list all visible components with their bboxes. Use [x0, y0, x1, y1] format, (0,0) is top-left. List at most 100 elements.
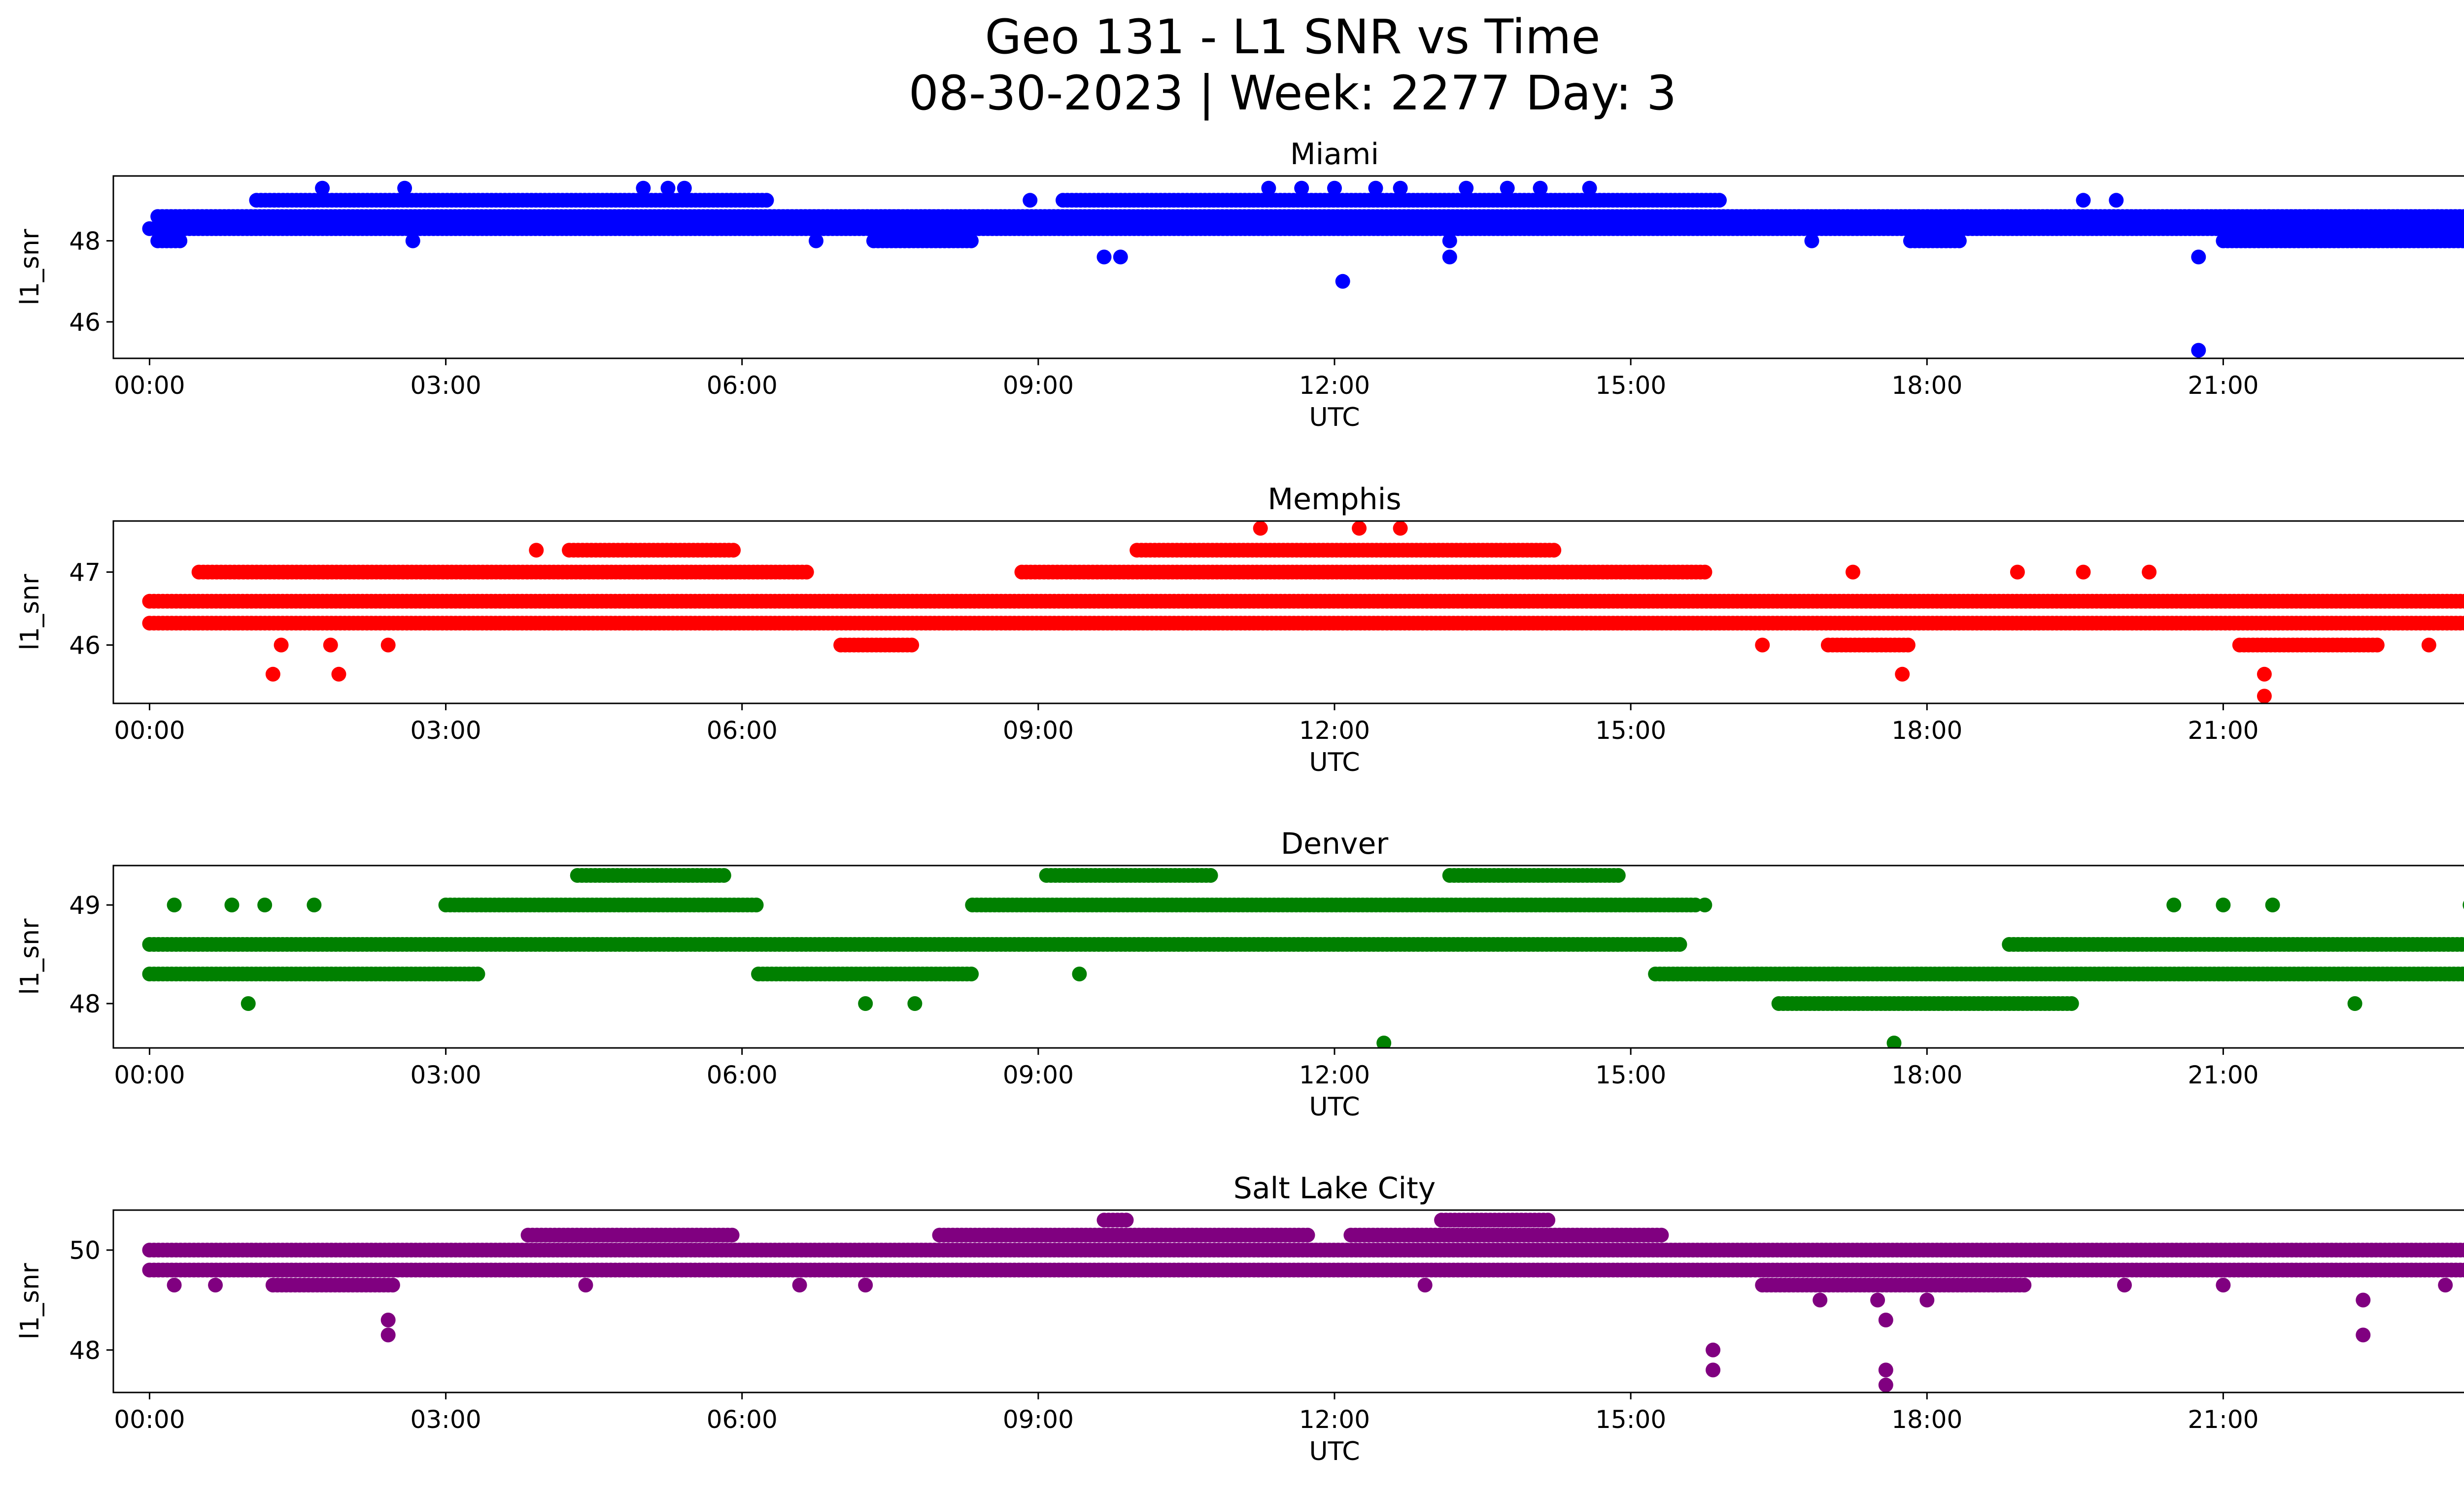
- data-point: [2459, 937, 2464, 952]
- data-point: [240, 996, 256, 1011]
- y-tick-label: 49: [69, 891, 101, 920]
- data-point: [1368, 180, 1383, 196]
- data-point: [2462, 596, 2464, 607]
- x-tick-label: 18:00: [1891, 716, 1962, 745]
- data-point: [2076, 193, 2091, 208]
- data-point: [660, 180, 676, 196]
- x-tick-label: 18:00: [1891, 371, 1962, 400]
- data-point: [1697, 564, 1712, 580]
- data-point: [904, 637, 920, 653]
- panel-title-denver: Denver: [1281, 827, 1389, 861]
- data-point: [1546, 543, 1562, 558]
- x-tick-label: 18:00: [1891, 1061, 1962, 1089]
- data-point: [963, 233, 979, 248]
- data-point: [1261, 180, 1276, 196]
- data-point: [964, 967, 979, 981]
- data-point: [323, 637, 338, 653]
- data-point: [315, 180, 330, 196]
- data-point: [224, 898, 240, 912]
- data-point: [380, 637, 396, 653]
- x-tick-label: 06:00: [707, 371, 778, 400]
- data-point: [2265, 898, 2280, 912]
- panel-title-memphis: Memphis: [1267, 482, 1401, 517]
- data-points-denver: [142, 868, 2464, 1048]
- x-tick-label: 12:00: [1299, 1061, 1370, 1089]
- data-point: [2257, 689, 2272, 703]
- data-point: [2257, 666, 2272, 682]
- data-point: [1500, 180, 1515, 196]
- data-point: [858, 996, 873, 1011]
- data-point: [1951, 233, 1967, 248]
- data-point: [1442, 233, 1457, 248]
- data-point: [2461, 210, 2464, 223]
- data-point: [1327, 180, 1342, 196]
- x-tick-label: 03:00: [411, 1061, 481, 1089]
- y-axis-label: l1_snr: [15, 918, 45, 995]
- y-tick-label: 48: [69, 990, 101, 1018]
- data-point: [2460, 234, 2464, 248]
- x-tick-label: 15:00: [1595, 716, 1666, 745]
- data-point: [726, 543, 741, 558]
- data-point: [759, 193, 774, 208]
- data-point: [331, 666, 346, 682]
- data-point: [1900, 637, 1916, 653]
- x-tick-label: 00:00: [114, 1061, 185, 1089]
- data-point: [2462, 618, 2464, 628]
- data-point: [1533, 180, 1548, 196]
- data-point: [2347, 996, 2362, 1011]
- data-point: [1610, 868, 1626, 883]
- data-point: [2457, 616, 2464, 631]
- data-point: [1886, 1036, 1902, 1048]
- data-point: [307, 898, 322, 912]
- x-tick-label: 06:00: [707, 716, 778, 745]
- x-tick-label: 09:00: [1003, 371, 1074, 400]
- data-point: [1096, 249, 1112, 265]
- x-tick-label: 21:00: [2188, 716, 2259, 745]
- data-point: [2166, 898, 2182, 912]
- data-point: [1697, 898, 1712, 912]
- data-point: [1582, 180, 1597, 196]
- data-point: [1393, 180, 1408, 196]
- y-tick-label: 48: [69, 227, 101, 256]
- y-axis-label: l1_snr: [15, 574, 45, 651]
- data-point: [1672, 937, 1687, 952]
- data-point: [257, 898, 273, 912]
- data-point: [172, 233, 188, 248]
- data-point: [397, 180, 412, 196]
- data-point: [2457, 593, 2464, 609]
- data-point: [265, 666, 280, 682]
- data-point: [2191, 343, 2206, 358]
- x-tick-label: 03:00: [411, 716, 481, 745]
- data-point: [2460, 967, 2464, 981]
- data-point: [1459, 180, 1474, 196]
- x-tick-label: 03:00: [411, 371, 481, 400]
- data-point: [2076, 564, 2091, 580]
- data-point: [1335, 274, 1350, 289]
- x-axis-label: UTC: [1309, 1092, 1360, 1122]
- x-tick-label: 15:00: [1595, 371, 1666, 400]
- x-tick-label: 12:00: [1299, 716, 1370, 745]
- data-point: [1253, 521, 1268, 536]
- data-point: [2463, 901, 2464, 909]
- data-point: [2064, 996, 2079, 1011]
- panel-title-miami: Miami: [1290, 137, 1379, 172]
- panels: Miami 00:00 03:00 06:00 09:00 12:00 15:00 18:00…: [15, 137, 2464, 1466]
- data-point: [1846, 564, 1860, 580]
- data-point: [2109, 193, 2124, 208]
- data-point: [167, 898, 182, 912]
- data-point: [749, 898, 764, 912]
- data-point: [274, 637, 289, 653]
- x-tick-label: 12:00: [1299, 371, 1370, 400]
- data-point: [2216, 898, 2231, 912]
- data-point: [907, 996, 923, 1011]
- y-tick-label: 47: [69, 558, 101, 587]
- x-tick-label: 15:00: [1595, 1061, 1666, 1089]
- data-point: [1755, 637, 1770, 653]
- y-tick-label: 46: [69, 631, 101, 660]
- data-point: [1442, 249, 1457, 265]
- x-tick-label: 00:00: [114, 371, 185, 400]
- data-point: [2457, 1262, 2464, 1278]
- panel-title-salt-lake-city: Salt Lake City: [1233, 1171, 1436, 1206]
